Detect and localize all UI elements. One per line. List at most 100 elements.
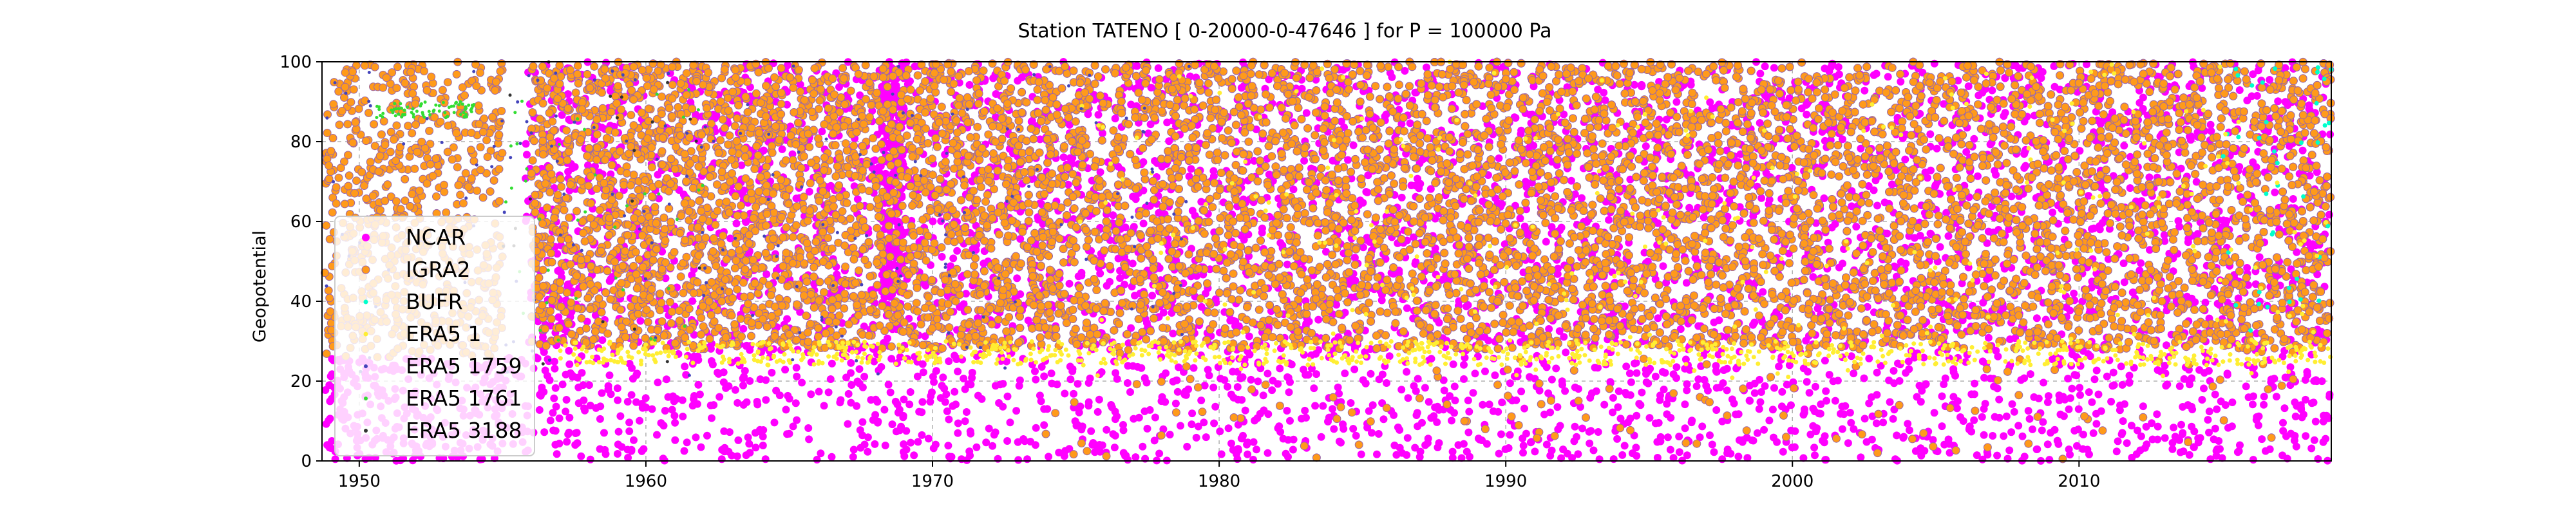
data-point: [1144, 425, 1151, 433]
data-point: [1264, 449, 1272, 457]
data-point: [1014, 456, 1022, 464]
data-point: [1723, 365, 1731, 373]
data-point: [782, 406, 790, 413]
data-point: [1425, 398, 1433, 406]
data-point: [1586, 440, 1593, 447]
data-point: [1264, 410, 1272, 418]
data-point: [1709, 441, 1716, 449]
data-point: [1633, 370, 1640, 377]
data-point: [2170, 424, 2177, 431]
data-point: [1451, 382, 1459, 390]
data-point: [1414, 375, 1422, 382]
data-point: [1227, 391, 1235, 398]
data-point: [2235, 447, 2243, 455]
data-point: [1183, 443, 1191, 451]
data-point: [1216, 427, 1224, 435]
data-point: [661, 407, 669, 415]
data-point: [1779, 448, 1787, 456]
data-point: [856, 365, 864, 373]
data-point: [1540, 411, 1548, 418]
data-point: [1865, 355, 1873, 362]
data-point: [907, 439, 914, 447]
data-point: [1819, 437, 1826, 445]
data-point: [1610, 455, 1618, 463]
data-point: [547, 417, 554, 424]
data-point: [1657, 433, 1665, 441]
data-point: [1032, 424, 1040, 432]
data-point: [2306, 102, 2313, 109]
data-point: [2075, 406, 2083, 413]
data-point: [820, 402, 828, 409]
data-point: [2291, 398, 2298, 406]
data-point: [600, 429, 608, 436]
data-point: [900, 440, 907, 448]
data-point: [1350, 366, 1358, 373]
data-point: [779, 145, 786, 153]
data-point: [602, 450, 610, 458]
data-point: [615, 428, 623, 436]
data-point: [681, 447, 688, 455]
data-point: [1290, 185, 1298, 193]
data-point: [1318, 433, 1325, 441]
data-point: [1868, 393, 1875, 401]
data-point: [1312, 370, 1320, 378]
data-point: [1412, 388, 1420, 395]
data-point: [1441, 387, 1448, 395]
data-point: [1712, 406, 1720, 414]
data-point: [523, 151, 531, 158]
data-point: [1683, 451, 1691, 459]
data-point: [1127, 100, 1135, 108]
data-point: [1472, 370, 1479, 377]
data-point: [1931, 60, 1938, 68]
data-point: [2119, 417, 2127, 425]
data-point: [1937, 243, 1944, 251]
data-point: [2311, 436, 2318, 444]
data-point: [762, 455, 770, 463]
data-point: [629, 375, 637, 382]
data-point: [1543, 363, 1551, 371]
data-point: [907, 388, 914, 396]
data-point: [694, 353, 701, 360]
data-point: [1465, 408, 1473, 416]
data-point: [1095, 111, 1103, 118]
data-point: [598, 389, 606, 397]
data-point: [1130, 415, 1137, 423]
data-point: [1302, 320, 1310, 328]
data-point: [2103, 373, 2111, 380]
data-point: [1423, 64, 1430, 71]
data-point: [1567, 177, 1575, 185]
data-point: [1978, 456, 1986, 464]
data-point: [2292, 413, 2300, 420]
data-point: [1861, 87, 1868, 95]
data-point: [1124, 379, 1132, 387]
data-point: [1627, 379, 1635, 386]
data-point: [989, 442, 996, 450]
data-point: [2033, 445, 2041, 453]
data-point: [2153, 410, 2161, 418]
data-point: [1254, 377, 1262, 385]
data-point: [1526, 373, 1533, 381]
data-point: [2088, 398, 2096, 406]
data-point: [1066, 375, 1074, 383]
data-point: [1040, 421, 1048, 429]
data-point: [2326, 131, 2334, 138]
data-point: [1660, 386, 1668, 393]
data-point: [919, 360, 927, 368]
data-point: [1224, 383, 1231, 391]
data-point: [1803, 378, 1811, 386]
data-point: [1754, 429, 1761, 437]
data-point: [1027, 438, 1034, 445]
data-point: [1803, 111, 1810, 118]
data-point: [606, 371, 614, 379]
data-point: [1992, 347, 2000, 355]
data-point: [1405, 394, 1412, 402]
data-point: [1890, 379, 1898, 387]
data-point: [2092, 410, 2100, 418]
data-point: [951, 388, 958, 396]
data-point: [1826, 371, 1833, 379]
data-point: [949, 402, 956, 410]
data-point: [2044, 440, 2052, 448]
data-point: [553, 450, 561, 458]
data-point: [1857, 453, 1864, 461]
data-point: [2040, 379, 2047, 386]
